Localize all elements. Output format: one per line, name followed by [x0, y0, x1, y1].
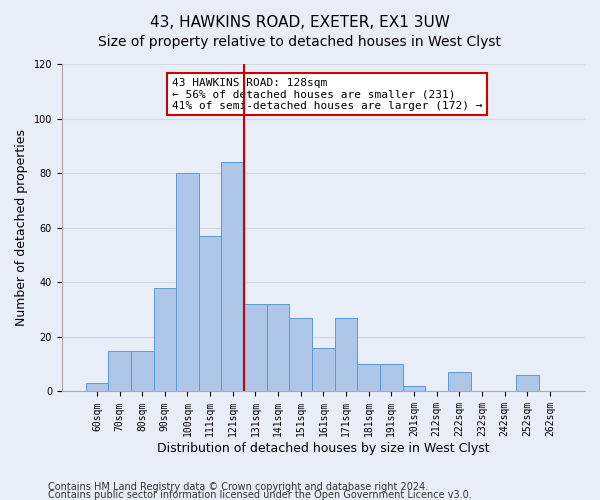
- Text: Contains public sector information licensed under the Open Government Licence v3: Contains public sector information licen…: [48, 490, 472, 500]
- Bar: [403, 386, 425, 392]
- Bar: [448, 372, 470, 392]
- Bar: [199, 236, 221, 392]
- Bar: [221, 162, 244, 392]
- Bar: [267, 304, 289, 392]
- Bar: [86, 384, 108, 392]
- Text: 43 HAWKINS ROAD: 128sqm
← 56% of detached houses are smaller (231)
41% of semi-d: 43 HAWKINS ROAD: 128sqm ← 56% of detache…: [172, 78, 482, 111]
- Bar: [335, 318, 358, 392]
- Bar: [176, 173, 199, 392]
- Bar: [108, 350, 131, 392]
- Bar: [358, 364, 380, 392]
- Y-axis label: Number of detached properties: Number of detached properties: [15, 129, 28, 326]
- Bar: [244, 304, 267, 392]
- Text: Contains HM Land Registry data © Crown copyright and database right 2024.: Contains HM Land Registry data © Crown c…: [48, 482, 428, 492]
- Bar: [154, 288, 176, 392]
- Bar: [380, 364, 403, 392]
- Text: 43, HAWKINS ROAD, EXETER, EX1 3UW: 43, HAWKINS ROAD, EXETER, EX1 3UW: [150, 15, 450, 30]
- Bar: [516, 375, 539, 392]
- Bar: [312, 348, 335, 392]
- Text: Size of property relative to detached houses in West Clyst: Size of property relative to detached ho…: [98, 35, 502, 49]
- X-axis label: Distribution of detached houses by size in West Clyst: Distribution of detached houses by size …: [157, 442, 490, 455]
- Bar: [289, 318, 312, 392]
- Bar: [131, 350, 154, 392]
